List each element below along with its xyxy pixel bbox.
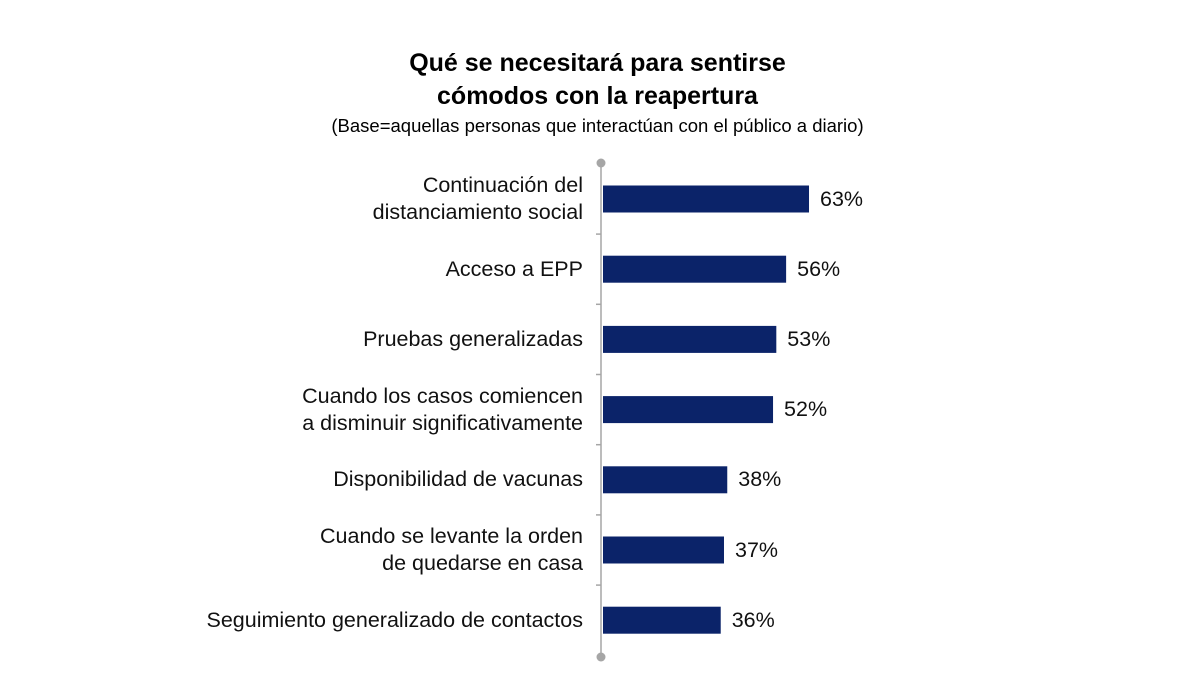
category-label-line: Cuando se levante la orden	[320, 524, 583, 548]
category-label-line: distanciamiento social	[372, 200, 583, 224]
category-label-line: a disminuir significativamente	[302, 410, 583, 435]
chart-title-line-2: cómodos con la reapertura	[437, 82, 758, 110]
bar	[603, 255, 787, 283]
bar	[603, 325, 777, 353]
category-label: Disponibilidad de vacunas	[123, 466, 583, 493]
bar	[603, 396, 774, 424]
category-label-line: Continuación del	[422, 173, 583, 197]
category-label: Cuando se levante la orden de quedarse en…	[123, 523, 583, 577]
value-label: 37%	[734, 537, 779, 562]
category-label-line: Disponibilidad de vacunas	[333, 467, 583, 492]
category-label-line: Seguimiento generalizado de contactos	[206, 607, 583, 632]
category-label: Cuando los casos comiencen a disminuir si…	[123, 383, 583, 437]
category-label-line: Acceso a EPP	[445, 256, 583, 281]
category-label: Continuación del distanciamiento social	[123, 172, 583, 226]
category-label-line: Pruebas generalizadas	[363, 326, 583, 351]
axis-bottom-cap	[596, 652, 606, 662]
category-label: Seguimiento generalizado de contactos	[123, 607, 583, 634]
value-label: 36%	[731, 607, 775, 632]
value-label: 53%	[787, 326, 831, 351]
category-label-line: de quedarse en casa	[382, 551, 583, 575]
category-label: Acceso a EPP	[123, 256, 583, 283]
value-label: 56%	[797, 256, 841, 281]
category-label: Pruebas generalizadas	[123, 326, 583, 353]
category-label-line: Cuando los casos comiencen	[302, 383, 583, 408]
bar	[603, 536, 724, 564]
value-label: 63%	[820, 186, 864, 211]
value-label: 38%	[738, 467, 782, 492]
chart-title-line-1: Qué se necesitará para sentirse	[409, 49, 786, 77]
value-label: 52%	[784, 397, 828, 422]
chart-subtitle: (Base=aquellas personas que interactúan …	[331, 115, 864, 136]
bar	[603, 606, 721, 634]
bar	[603, 185, 810, 213]
bar	[603, 466, 728, 494]
axis-top-cap	[596, 158, 606, 168]
